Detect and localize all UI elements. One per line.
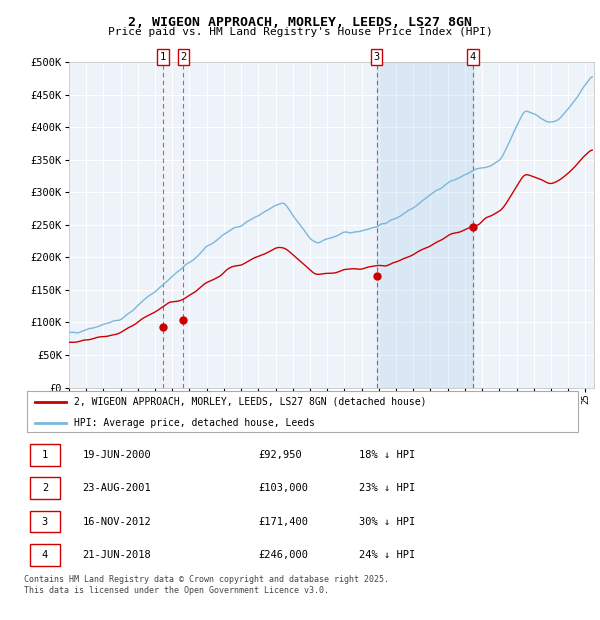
Text: Contains HM Land Registry data © Crown copyright and database right 2025.
This d: Contains HM Land Registry data © Crown c… <box>24 575 389 595</box>
Text: 2, WIGEON APPROACH, MORLEY, LEEDS, LS27 8GN (detached house): 2, WIGEON APPROACH, MORLEY, LEEDS, LS27 … <box>74 397 427 407</box>
Text: 19-JUN-2000: 19-JUN-2000 <box>83 450 151 460</box>
Text: 2, WIGEON APPROACH, MORLEY, LEEDS, LS27 8GN: 2, WIGEON APPROACH, MORLEY, LEEDS, LS27 … <box>128 16 472 29</box>
Text: 16-NOV-2012: 16-NOV-2012 <box>83 516 151 526</box>
FancyBboxPatch shape <box>29 511 60 533</box>
Text: 1: 1 <box>160 52 166 62</box>
Text: 4: 4 <box>42 550 48 560</box>
Text: 24% ↓ HPI: 24% ↓ HPI <box>359 550 415 560</box>
FancyBboxPatch shape <box>29 444 60 466</box>
Text: 23-AUG-2001: 23-AUG-2001 <box>83 484 151 494</box>
Bar <box>377 62 473 388</box>
Text: 30% ↓ HPI: 30% ↓ HPI <box>359 516 415 526</box>
Text: £92,950: £92,950 <box>259 450 302 460</box>
Text: £171,400: £171,400 <box>259 516 308 526</box>
Text: HPI: Average price, detached house, Leeds: HPI: Average price, detached house, Leed… <box>74 418 315 428</box>
FancyBboxPatch shape <box>29 477 60 499</box>
Text: 23% ↓ HPI: 23% ↓ HPI <box>359 484 415 494</box>
Text: 2: 2 <box>42 484 48 494</box>
Text: £103,000: £103,000 <box>259 484 308 494</box>
Text: Price paid vs. HM Land Registry's House Price Index (HPI): Price paid vs. HM Land Registry's House … <box>107 27 493 37</box>
Text: £246,000: £246,000 <box>259 550 308 560</box>
Text: 1: 1 <box>42 450 48 460</box>
FancyBboxPatch shape <box>29 544 60 566</box>
Text: 3: 3 <box>42 516 48 526</box>
Text: 18% ↓ HPI: 18% ↓ HPI <box>359 450 415 460</box>
Text: 2: 2 <box>180 52 187 62</box>
FancyBboxPatch shape <box>27 391 578 432</box>
Text: 21-JUN-2018: 21-JUN-2018 <box>83 550 151 560</box>
Text: 3: 3 <box>374 52 380 62</box>
Text: 4: 4 <box>470 52 476 62</box>
